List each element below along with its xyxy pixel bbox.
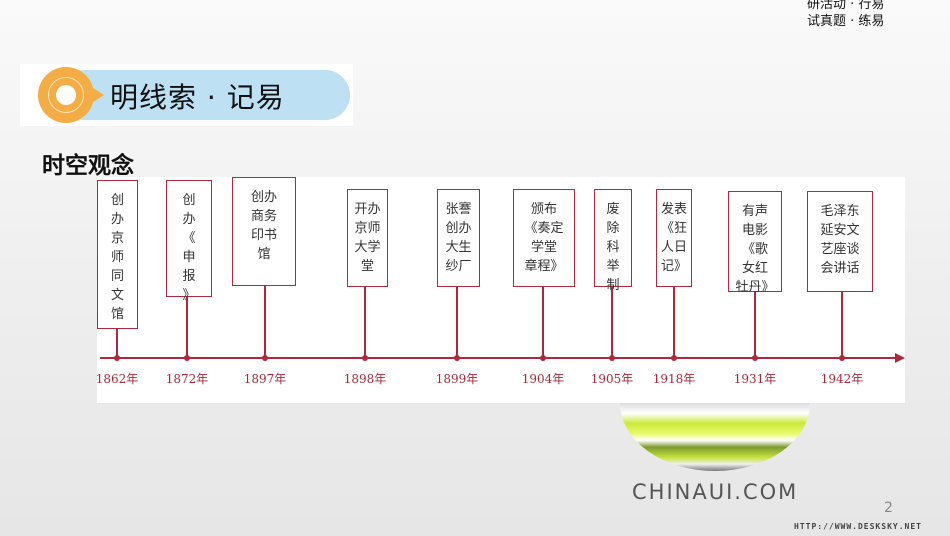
- timeline-axis: [100, 357, 900, 359]
- event-stem: [673, 287, 675, 358]
- section-banner: 明线索 · 记易: [20, 64, 353, 126]
- axis-arrow-icon: [895, 353, 905, 363]
- event-dot: [262, 355, 268, 361]
- event-year: 1862年: [95, 372, 139, 386]
- event-dot: [362, 355, 368, 361]
- note-line-2: 试真题 · 练易: [807, 14, 885, 29]
- event-year: 1897年: [243, 372, 287, 386]
- event-dot: [752, 355, 758, 361]
- event-year: 1899年: [435, 372, 479, 386]
- event-year: 1942年: [820, 372, 864, 386]
- event-year: 1872年: [165, 372, 209, 386]
- top-note: 研活动 · 行易 试真题 · 练易: [807, 0, 897, 30]
- event-year: 1904年: [521, 372, 565, 386]
- event-box: 废 除 科 举 制: [594, 189, 632, 293]
- event-dot: [114, 355, 120, 361]
- location-pin-icon: [38, 67, 104, 123]
- event-dot: [839, 355, 845, 361]
- event-stem: [611, 287, 613, 358]
- page-number: 2: [884, 500, 893, 516]
- banner-pill: [60, 70, 350, 120]
- event-stem: [264, 286, 266, 358]
- event-box: 创 办 京 师 同 文 馆: [97, 180, 138, 329]
- chinaui-logo: CHINAUI.COM: [632, 480, 799, 504]
- decorative-bowl-image: [620, 403, 810, 471]
- event-box: 毛泽东 延安文 艺座谈 会讲话: [807, 191, 873, 292]
- event-box: 开办 京师 大学 堂: [347, 189, 388, 287]
- banner-title: 明线索 · 记易: [110, 81, 285, 114]
- event-year: 1931年: [733, 372, 777, 386]
- event-year: 1918年: [652, 372, 696, 386]
- event-year: 1905年: [590, 372, 634, 386]
- event-box: 创办 商务 印书 馆: [232, 177, 296, 286]
- event-box: 发表 《狂 人日 记》: [656, 189, 692, 287]
- event-dot: [671, 355, 677, 361]
- note-line-1: 研活动 · 行易: [807, 0, 885, 12]
- event-stem: [754, 292, 756, 358]
- event-stem: [116, 329, 118, 358]
- section-heading: 时空观念: [42, 153, 134, 179]
- event-dot: [454, 355, 460, 361]
- event-year: 1898年: [343, 372, 387, 386]
- event-stem: [186, 297, 188, 358]
- event-dot: [184, 355, 190, 361]
- event-dot: [609, 355, 615, 361]
- event-box: 创 办 《 申 报 》: [166, 180, 212, 303]
- event-box: 颁布 《奏定 学堂 章程》: [513, 189, 575, 287]
- event-dot: [540, 355, 546, 361]
- event-box: 有声 电影 《歌 女红 牡丹》: [728, 191, 782, 295]
- event-stem: [364, 287, 366, 358]
- event-stem: [456, 287, 458, 358]
- watermark: HTTP://WWW.DESKSKY.NET: [794, 522, 922, 531]
- event-stem: [542, 287, 544, 358]
- event-stem: [841, 292, 843, 358]
- timeline-panel: 创 办 京 师 同 文 馆 1862年 创 办 《 申 报 》 1872年 创办 商务 …: [95, 177, 905, 403]
- event-box: 张謇 创办 大生 纱厂: [437, 189, 480, 287]
